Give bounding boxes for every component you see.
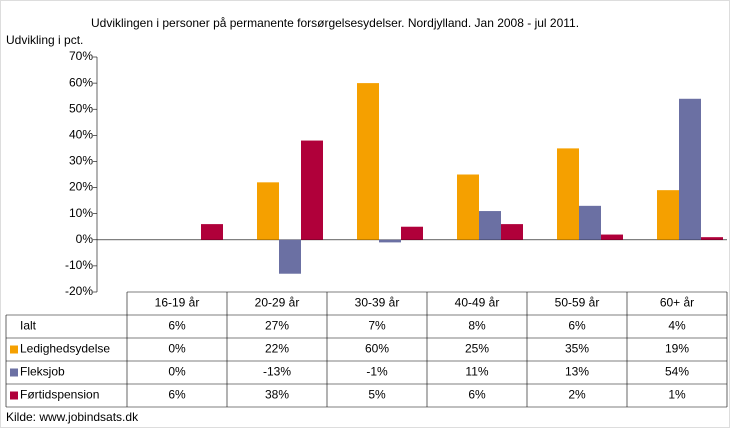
y-tick-label: 0% (76, 232, 94, 246)
table-cell: 35% (565, 342, 589, 356)
y-tick-label: -10% (65, 258, 93, 272)
legend-label: Ledighedsydelse (20, 342, 110, 356)
table-cell: 8% (468, 319, 486, 333)
y-tick-label: 20% (69, 180, 93, 194)
legend-swatch (10, 391, 18, 400)
bar (357, 83, 379, 240)
table-cell: 60% (365, 342, 389, 356)
x-tick-label: 16-19 år (155, 296, 200, 310)
x-tick-label: 60+ år (660, 296, 694, 310)
table-cell: 4% (668, 319, 686, 333)
legend-swatch (10, 368, 18, 377)
table-cell: 19% (665, 342, 689, 356)
table-cell: 22% (265, 342, 289, 356)
table-cell: 27% (265, 319, 289, 333)
table-cell: 6% (568, 319, 586, 333)
row-label: Ialt (20, 319, 37, 333)
table-cell: 6% (168, 388, 186, 402)
x-tick-label: 30-39 år (355, 296, 400, 310)
table-cell: 25% (465, 342, 489, 356)
legend-label: Førtidspension (20, 388, 99, 402)
x-tick-label: 50-59 år (555, 296, 600, 310)
bar (201, 224, 223, 240)
chart-title: Udviklingen i personer på permanente for… (91, 16, 579, 30)
table-cell: 6% (168, 319, 186, 333)
y-tick-label: 30% (69, 154, 93, 168)
bar (479, 211, 501, 240)
table-cell: -13% (263, 365, 291, 379)
y-tick-label: 10% (69, 206, 93, 220)
table-cell: 6% (468, 388, 486, 402)
table-cell: 1% (668, 388, 686, 402)
table-cell: 5% (368, 388, 386, 402)
table-cell: 38% (265, 388, 289, 402)
table-cell: 13% (565, 365, 589, 379)
bar (401, 226, 423, 240)
x-tick-label: 20-29 år (255, 296, 300, 310)
bar (557, 148, 579, 240)
legend-label: Fleksjob (20, 365, 65, 379)
bar (601, 234, 623, 240)
y-tick-label: 60% (69, 75, 93, 89)
table-cell: 2% (568, 388, 586, 402)
table-cell: -1% (366, 365, 388, 379)
bar (679, 98, 701, 240)
bar (301, 140, 323, 240)
bar (457, 174, 479, 240)
table-cell: 11% (465, 365, 488, 379)
y-tick-label: 40% (69, 128, 93, 142)
bar (657, 190, 679, 240)
source: Kilde: www.jobindsats.dk (6, 410, 139, 424)
x-tick-label: 40-49 år (455, 296, 500, 310)
bar (257, 182, 279, 240)
table-cell: 0% (168, 342, 186, 356)
bar (379, 239, 401, 243)
bar (279, 239, 301, 274)
y-tick-label: 50% (69, 101, 93, 115)
bar (501, 224, 523, 240)
bar (579, 205, 601, 240)
table-cell: 7% (368, 319, 386, 333)
y-axis-label: Udvikling i pct. (6, 33, 83, 47)
legend-swatch (10, 345, 18, 354)
bar (701, 237, 723, 240)
table-cell: 54% (665, 365, 689, 379)
y-tick-label: 70% (69, 49, 93, 63)
y-tick-label: -20% (65, 284, 93, 298)
table-cell: 0% (168, 365, 186, 379)
